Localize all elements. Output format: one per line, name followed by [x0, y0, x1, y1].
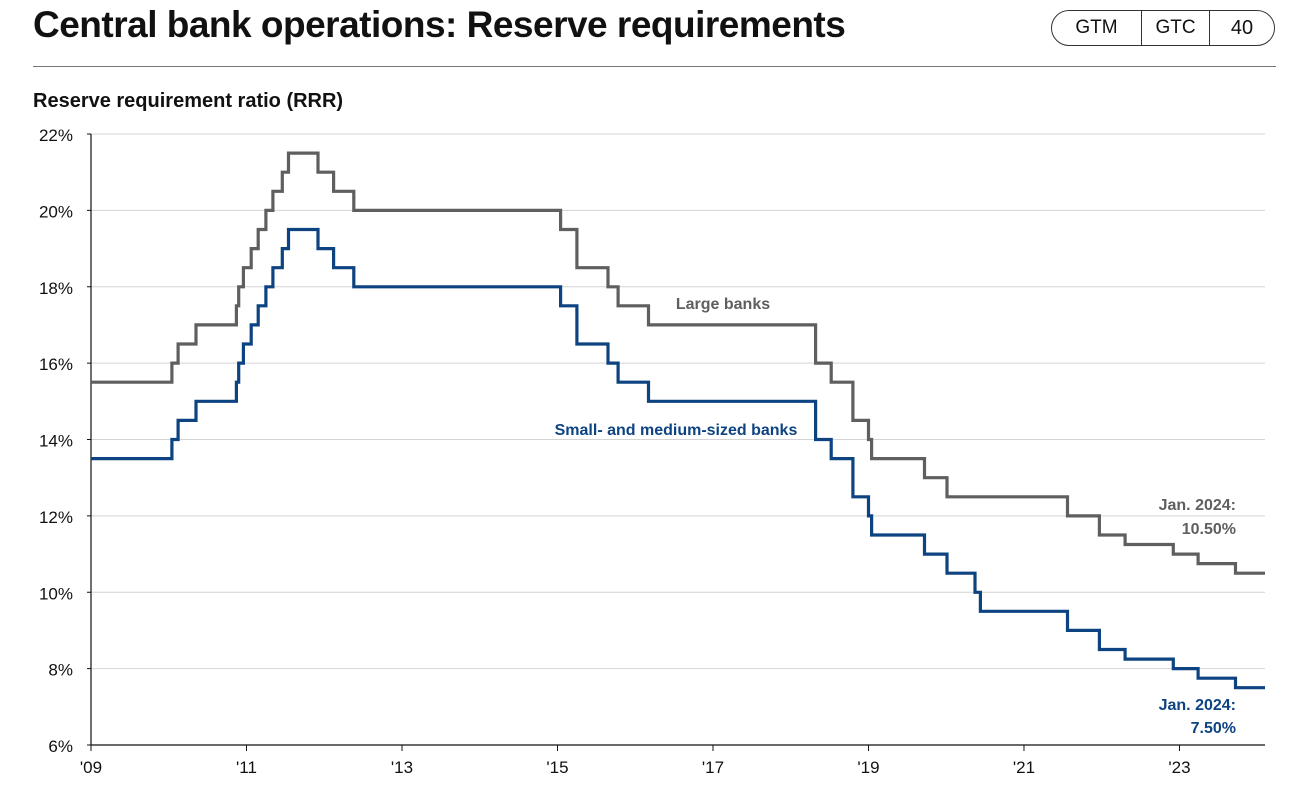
x-tick-label: '09: [80, 758, 102, 777]
x-tick-labels: '09 '11 '13 '15 '17 '19 '21 '23: [80, 758, 1191, 777]
large-banks-line: [91, 151, 1265, 575]
page-title: Central bank operations: Reserve require…: [33, 4, 846, 45]
x-tick-label: '15: [546, 758, 568, 777]
series-lines: [91, 151, 1265, 690]
axes: [87, 133, 1265, 751]
annotations: Large banks Small- and medium-sized banks…: [555, 296, 1236, 737]
badge-gtc[interactable]: GTC: [1142, 11, 1210, 45]
large-banks-end-label: Jan. 2024:: [1159, 497, 1236, 514]
x-tick-label: '21: [1013, 758, 1035, 777]
small-medium-banks-label: Small- and medium-sized banks: [555, 422, 798, 439]
y-tick-label: 10%: [39, 584, 73, 603]
y-tick-label: 6%: [48, 737, 73, 756]
y-tick-label: 20%: [39, 202, 73, 221]
x-tick-label: '13: [391, 758, 413, 777]
small-medium-banks-end-label: Jan. 2024:: [1159, 697, 1236, 714]
x-tick-label: '17: [702, 758, 724, 777]
y-tick-label: 16%: [39, 355, 73, 374]
x-tick-label: '19: [857, 758, 879, 777]
y-tick-label: 12%: [39, 508, 73, 527]
title-divider: [33, 66, 1276, 67]
y-tick-label: 8%: [48, 661, 73, 680]
small-medium-banks-line: [91, 227, 1265, 690]
small-medium-banks-end-value: 7.50%: [1191, 720, 1236, 737]
y-tick-labels: 6% 8% 10% 12% 14% 16% 18% 20% 22%: [39, 126, 73, 756]
badge-gtm[interactable]: GTM: [1052, 11, 1142, 45]
badge-page-number: 40: [1230, 16, 1254, 39]
chart-title: Reserve requirement ratio (RRR): [33, 90, 344, 112]
x-tick-label: '11: [236, 758, 257, 777]
large-banks-end-value: 10.50%: [1182, 521, 1236, 538]
y-tick-label: 18%: [39, 279, 73, 298]
large-banks-label: Large banks: [676, 296, 770, 313]
x-tick-label: '23: [1168, 758, 1190, 777]
y-tick-label: 22%: [39, 126, 73, 145]
y-tick-label: 14%: [39, 432, 73, 451]
badge-group: GTM GTC 40: [1051, 10, 1275, 46]
